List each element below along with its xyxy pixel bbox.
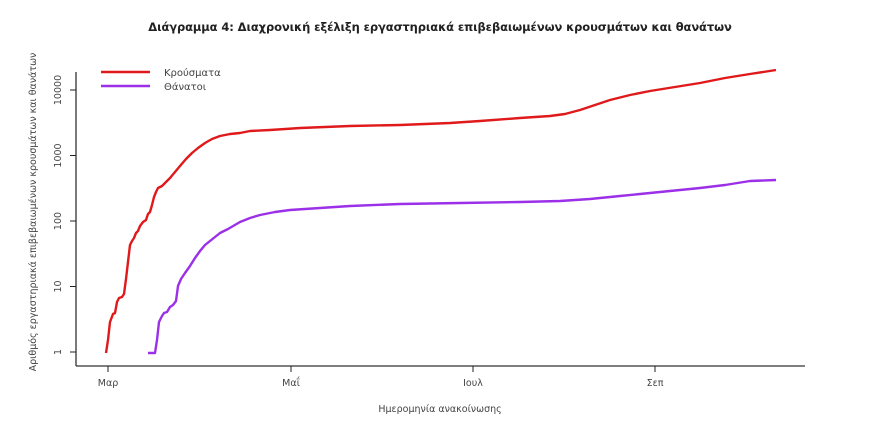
y-axis-ticks: 1 10 100 1000 10000 <box>53 75 76 355</box>
x-tick-label: Μαρ <box>98 378 119 389</box>
y-axis-label: Αριθμός εργαστηριακά επιβεβαιωμένων κρου… <box>28 53 39 372</box>
x-tick-label: Μαΐ <box>282 377 300 389</box>
y-tick-label: 10 <box>53 280 64 292</box>
series-line-deaths <box>148 178 777 355</box>
legend: Κρούσματα Θάνατοι <box>101 67 221 93</box>
series-line-cases <box>104 68 777 354</box>
x-axis-label: Ημερομηνία ανακοίνωσης <box>378 404 501 415</box>
x-tick-label: Σεπ <box>647 378 664 389</box>
y-tick-label: 1 <box>53 349 64 355</box>
legend-label-deaths: Θάνατοι <box>164 81 207 93</box>
y-tick-label: 1000 <box>53 143 64 167</box>
chart-title: Διάγραμμα 4: Διαχρονική εξέλιξη εργαστηρ… <box>148 20 732 34</box>
y-tick-label: 100 <box>53 212 64 230</box>
x-axis-ticks: Μαρ Μαΐ Ιουλ Σεπ <box>98 366 664 389</box>
x-tick-label: Ιουλ <box>463 378 483 389</box>
y-tick-label: 10000 <box>53 75 64 105</box>
legend-label-cases: Κρούσματα <box>164 67 221 79</box>
